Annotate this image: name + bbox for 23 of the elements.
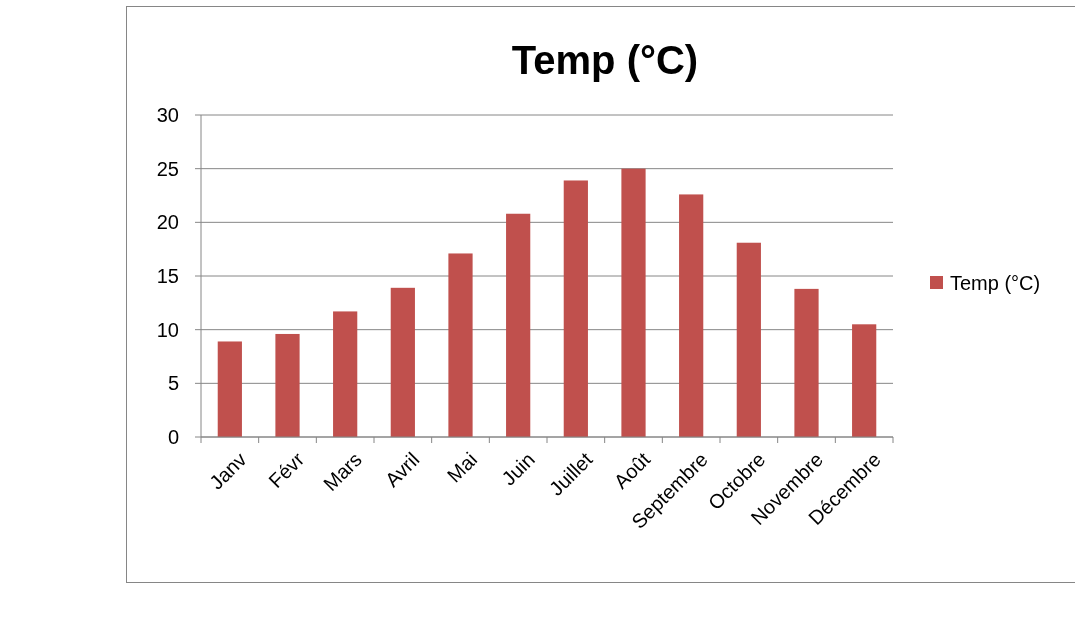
y-tick-label: 10 (156, 318, 179, 341)
bar (563, 180, 588, 437)
bar (275, 333, 300, 437)
bar (679, 194, 704, 437)
y-tick-label: 25 (156, 157, 179, 180)
bar (736, 242, 761, 437)
x-tick-label: Mai (442, 448, 482, 487)
y-tick-label: 20 (156, 211, 179, 234)
bar (390, 287, 415, 437)
chart-title: Temp (°C) (511, 38, 699, 82)
bar (852, 324, 877, 437)
y-tick-label: 0 (167, 426, 179, 448)
bar (217, 341, 242, 437)
y-tick-label: 5 (167, 372, 179, 395)
bar (621, 168, 646, 437)
y-tick-label: 30 (156, 104, 179, 126)
bar (794, 288, 819, 437)
bar (333, 311, 358, 437)
x-tick-label: Juin (497, 448, 539, 490)
bar (506, 213, 531, 437)
bar (448, 253, 473, 437)
legend-label: Temp (°C) (950, 272, 1041, 294)
y-tick-label: 15 (156, 265, 179, 287)
